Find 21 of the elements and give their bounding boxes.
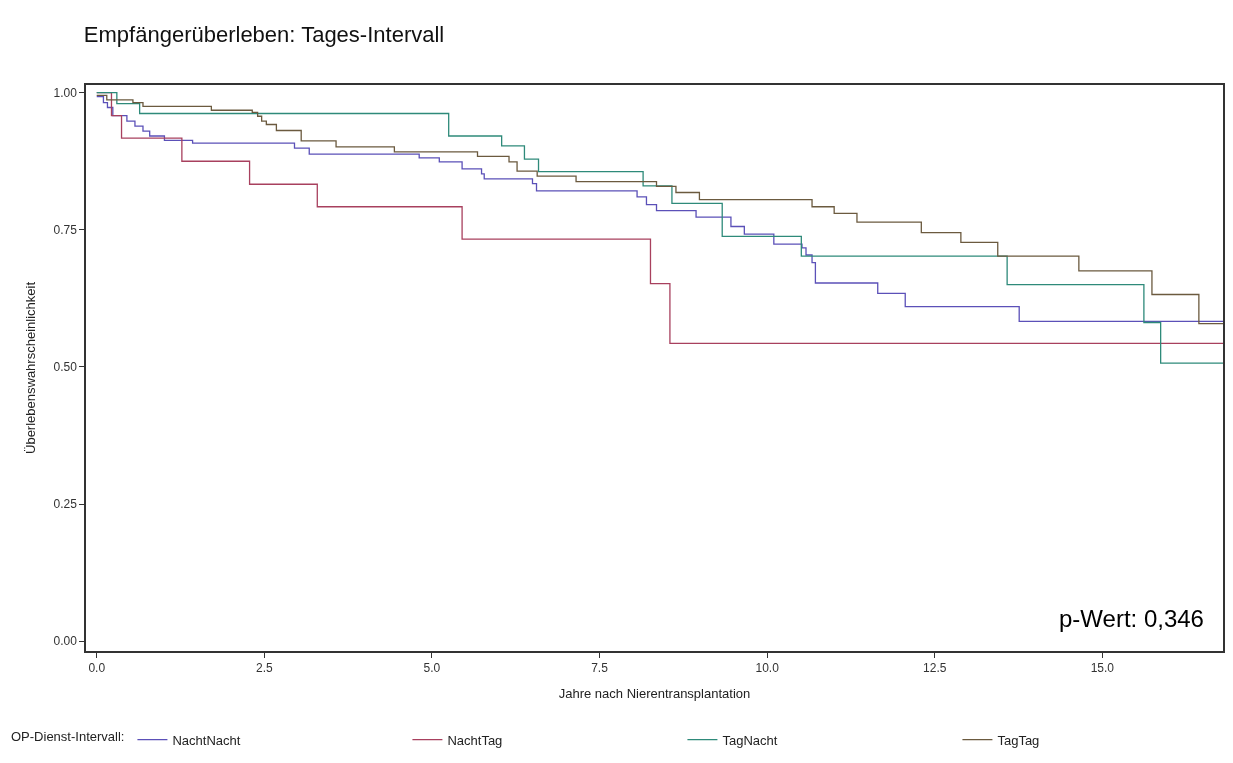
legend-label: NachtTag bbox=[447, 732, 503, 748]
y-tick-label: 0.25 bbox=[53, 497, 78, 512]
legend-label: TagNacht bbox=[722, 732, 778, 748]
annotation: p-Wert: 0,346 bbox=[1059, 605, 1204, 632]
x-tick-label: 7.5 bbox=[591, 661, 609, 676]
x-tick-label: 5.0 bbox=[423, 661, 441, 676]
legend-label: NachtNacht bbox=[172, 732, 241, 748]
x-axis-title: Jahre nach Nierentransplantation bbox=[558, 686, 751, 702]
legend-label: TagTag bbox=[997, 732, 1040, 748]
x-tick-label: 15.0 bbox=[1090, 661, 1115, 676]
x-tick-label: 10.0 bbox=[755, 661, 780, 676]
y-tick-label: 0.75 bbox=[53, 222, 78, 237]
y-tick-label: 0.50 bbox=[53, 360, 78, 375]
y-tick-label: 0.00 bbox=[53, 634, 78, 649]
y-tick-label: 1.00 bbox=[53, 85, 78, 100]
x-tick-label: 2.5 bbox=[255, 661, 273, 676]
x-tick-label: 0.0 bbox=[88, 661, 106, 676]
y-axis-title: Überlebenswahrscheinlichkeit bbox=[22, 281, 38, 454]
legend-title: OP-Dienst-Intervall: bbox=[11, 729, 125, 745]
chart-title: Empfängerüberleben: Tages-Intervall bbox=[83, 22, 445, 48]
x-tick-label: 12.5 bbox=[923, 661, 947, 676]
